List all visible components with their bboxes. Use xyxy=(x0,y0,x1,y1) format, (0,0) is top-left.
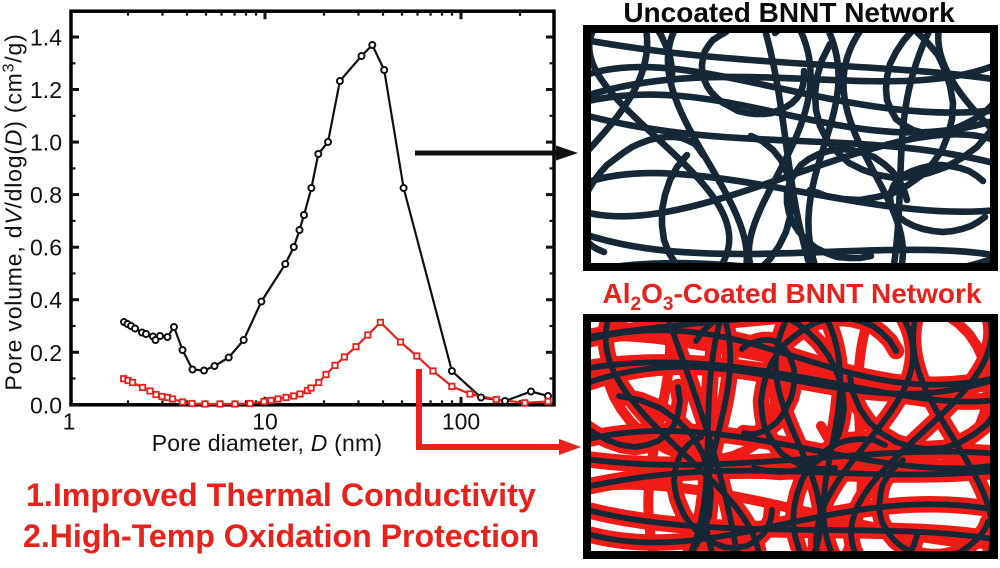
svg-text:Pore diameter, D (nm): Pore diameter, D (nm) xyxy=(152,430,382,456)
svg-text:1.2: 1.2 xyxy=(30,77,62,103)
svg-text:0.8: 0.8 xyxy=(30,182,62,208)
svg-text:Al2O3-Coated BNNT Network: Al2O3-Coated BNNT Network xyxy=(603,278,982,315)
svg-text:100: 100 xyxy=(442,409,480,435)
svg-text:1.Improved Thermal Conductivit: 1.Improved Thermal Conductivity xyxy=(26,477,536,513)
svg-text:1: 1 xyxy=(63,409,76,435)
svg-text:1.0: 1.0 xyxy=(30,130,62,156)
svg-text:Uncoated BNNT Network: Uncoated BNNT Network xyxy=(623,0,955,28)
svg-text:1.4: 1.4 xyxy=(30,25,62,51)
svg-text:0.0: 0.0 xyxy=(30,392,62,418)
svg-text:0.6: 0.6 xyxy=(30,235,62,261)
svg-text:2.High-Temp Oxidation Protecti: 2.High-Temp Oxidation Protection xyxy=(23,518,539,554)
svg-text:10: 10 xyxy=(252,409,278,435)
svg-text:Pore volume, dV/dlog(D) (cm3/g: Pore volume, dV/dlog(D) (cm3/g) xyxy=(1,33,27,390)
svg-text:0.4: 0.4 xyxy=(30,287,62,313)
svg-text:0.2: 0.2 xyxy=(30,340,62,366)
